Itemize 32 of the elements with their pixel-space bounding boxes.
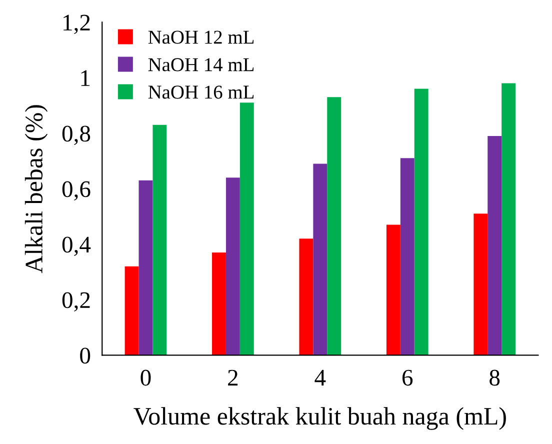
bar bbox=[226, 178, 240, 356]
y-tick-label: 0,4 bbox=[62, 236, 91, 256]
legend-label: NaOH 12 mL bbox=[148, 30, 254, 44]
x-axis-title: Volume ekstrak kulit buah naga (mL) bbox=[134, 407, 506, 430]
x-tick-label: 2 bbox=[228, 370, 238, 386]
bar bbox=[400, 158, 414, 356]
bar bbox=[313, 164, 328, 356]
bar bbox=[152, 124, 167, 356]
y-tick-label: 1 bbox=[81, 70, 90, 86]
legend-label: NaOH 14 mL bbox=[148, 58, 254, 72]
bar bbox=[240, 102, 254, 356]
bar bbox=[386, 224, 400, 356]
y-tick-label: 0,6 bbox=[62, 181, 90, 201]
bar bbox=[502, 83, 516, 356]
x-tick-label: 4 bbox=[314, 370, 326, 386]
bar bbox=[212, 252, 226, 356]
x-tick-label: 6 bbox=[402, 370, 413, 386]
bar bbox=[474, 214, 488, 356]
x-tick-label: 0 bbox=[140, 370, 151, 386]
y-tick-label: 0,2 bbox=[62, 292, 90, 312]
bar bbox=[488, 136, 502, 356]
x-tick-label: 8 bbox=[490, 370, 500, 386]
bar bbox=[124, 266, 139, 356]
y-axis-title: Alkali bebas (%) bbox=[24, 105, 48, 274]
legend-label: NaOH 16 mL bbox=[148, 86, 254, 99]
y-tick-label: 0,8 bbox=[62, 126, 90, 146]
bar bbox=[138, 180, 153, 356]
bar bbox=[299, 238, 314, 356]
y-tick-label: 0 bbox=[80, 348, 90, 364]
bar bbox=[414, 88, 428, 356]
y-tick-label: 1,2 bbox=[64, 14, 90, 34]
bar bbox=[327, 97, 342, 356]
